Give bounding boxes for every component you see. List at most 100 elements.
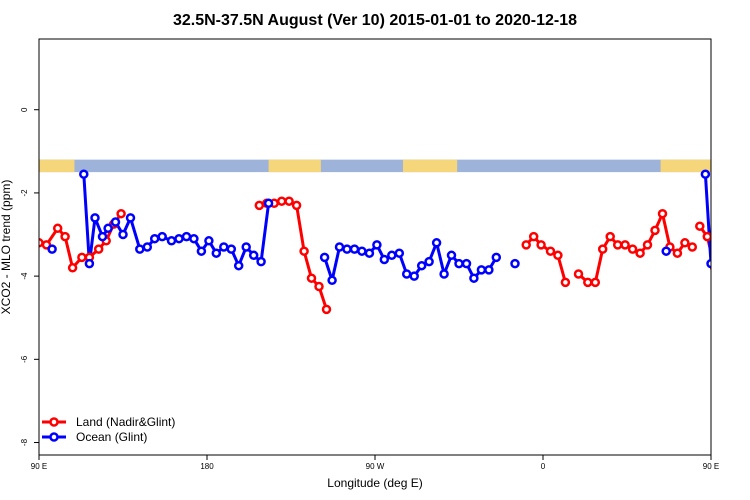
ocean-data-point xyxy=(726,225,733,232)
land-data-point xyxy=(590,277,601,288)
land-data-point xyxy=(93,244,104,254)
land-data-point xyxy=(687,242,698,252)
land-data-point xyxy=(291,200,302,211)
land-data-point xyxy=(528,231,539,242)
ocean-data-point xyxy=(661,246,671,256)
ocean-data-point xyxy=(125,213,136,223)
x-axis: 90 E 180 90 W 0 90 E xyxy=(31,455,719,471)
ocean-data-point xyxy=(319,252,330,263)
land-data-point xyxy=(709,264,711,271)
land-data-point xyxy=(612,240,623,250)
land-series-line xyxy=(258,199,328,310)
ocean-data-point xyxy=(721,233,728,240)
ocean-series-line xyxy=(703,174,711,266)
land-data-point xyxy=(635,248,645,258)
land-data-point xyxy=(52,223,63,234)
land-data-point xyxy=(67,263,78,273)
ocean-data-point xyxy=(327,275,337,286)
ocean-data-point xyxy=(233,260,244,271)
ocean-data-point xyxy=(484,265,494,275)
legend-land-label: Land (Nadir&Glint) xyxy=(76,415,175,429)
ocean-data-point xyxy=(226,244,237,254)
x-tick-label: 90 E xyxy=(703,462,719,471)
land-strip-segment xyxy=(268,159,321,173)
land-data-point xyxy=(284,196,294,206)
land-data-point xyxy=(314,281,324,292)
land-data-point xyxy=(642,240,653,250)
legend-land-marker xyxy=(49,417,59,427)
land-data-point xyxy=(276,196,287,206)
ocean-data-point xyxy=(446,250,457,261)
x-tick-label: 90 E xyxy=(31,462,47,471)
ocean-data-point xyxy=(90,213,100,223)
land-strip-segment xyxy=(403,159,458,173)
land-data-point xyxy=(605,231,615,242)
land-data-point xyxy=(650,225,660,236)
ocean-data-point xyxy=(103,223,113,234)
ocean-data-point xyxy=(734,219,741,226)
ocean-data-point xyxy=(706,258,711,269)
ocean-data-point xyxy=(219,242,229,252)
y-tick-label: -6 xyxy=(20,355,29,363)
y-tick-label: -8 xyxy=(20,438,29,446)
ocean-data-point xyxy=(248,250,259,261)
ocean-data-point xyxy=(387,250,397,261)
ocean-data-point xyxy=(461,258,472,269)
x-tick-label: 90 W xyxy=(366,462,385,471)
ocean-data-point xyxy=(372,240,382,250)
legend: Land (Nadir&Glint) Ocean (Glint) xyxy=(42,415,175,444)
ocean-data-point xyxy=(741,231,748,238)
ocean-data-point xyxy=(454,258,464,269)
x-axis-label: Longitude (deg E) xyxy=(327,476,422,490)
land-data-point xyxy=(573,269,584,279)
land-data-point xyxy=(620,240,630,250)
land-data-point xyxy=(583,277,593,288)
ocean-data-point xyxy=(431,238,442,248)
land-data-point xyxy=(737,237,744,244)
land-data-point xyxy=(680,238,690,248)
y-axis-label: XCO2 - MLO trend (ppm) xyxy=(0,180,13,315)
land-data-point xyxy=(321,304,332,315)
chart-title: 32.5N-37.5N August (Ver 10) 2015-01-01 t… xyxy=(173,12,577,29)
y-tick-label: -4 xyxy=(20,272,29,280)
ocean-strip xyxy=(39,159,711,173)
ocean-data-point xyxy=(357,246,367,256)
ocean-data-point xyxy=(349,244,360,254)
ocean-data-point xyxy=(79,169,89,179)
ocean-data-point xyxy=(174,233,184,244)
x-tick-label: 180 xyxy=(200,462,214,471)
ocean-data-point xyxy=(84,258,95,269)
ocean-data-point xyxy=(510,258,520,269)
ocean-data-point xyxy=(149,233,160,244)
ocean-data-point xyxy=(416,260,427,271)
land-data-point xyxy=(702,231,711,242)
ocean-data-point xyxy=(196,246,207,256)
ocean-data-point xyxy=(157,231,167,242)
y-tick-label: 0 xyxy=(20,107,29,112)
land-data-point xyxy=(536,240,546,250)
ocean-data-point xyxy=(47,244,57,254)
land-data-point xyxy=(597,244,608,254)
land-sea-strip xyxy=(39,159,711,173)
ocean-data-point xyxy=(364,248,375,258)
ocean-data-point xyxy=(469,273,479,283)
ocean-data-point xyxy=(211,248,222,258)
land-data-point xyxy=(77,252,87,263)
x-tick-label: 0 xyxy=(541,462,546,471)
ocean-data-point xyxy=(97,231,108,242)
land-data-point xyxy=(672,248,683,258)
ocean-data-point xyxy=(142,242,153,252)
ocean-data-point xyxy=(394,248,405,258)
legend-ocean-label: Ocean (Glint) xyxy=(76,430,147,444)
ocean-data-point xyxy=(700,169,711,179)
land-data-point xyxy=(116,208,126,219)
ocean-data-point xyxy=(476,265,487,275)
ocean-data-point xyxy=(118,229,128,240)
ocean-data-point xyxy=(424,256,434,267)
land-data-point xyxy=(695,221,705,231)
land-data-point xyxy=(721,254,728,261)
ocean-data-point xyxy=(189,233,199,244)
land-strip-segment xyxy=(39,159,75,173)
land-strip-segment xyxy=(660,159,711,173)
ocean-data-point xyxy=(181,231,192,242)
